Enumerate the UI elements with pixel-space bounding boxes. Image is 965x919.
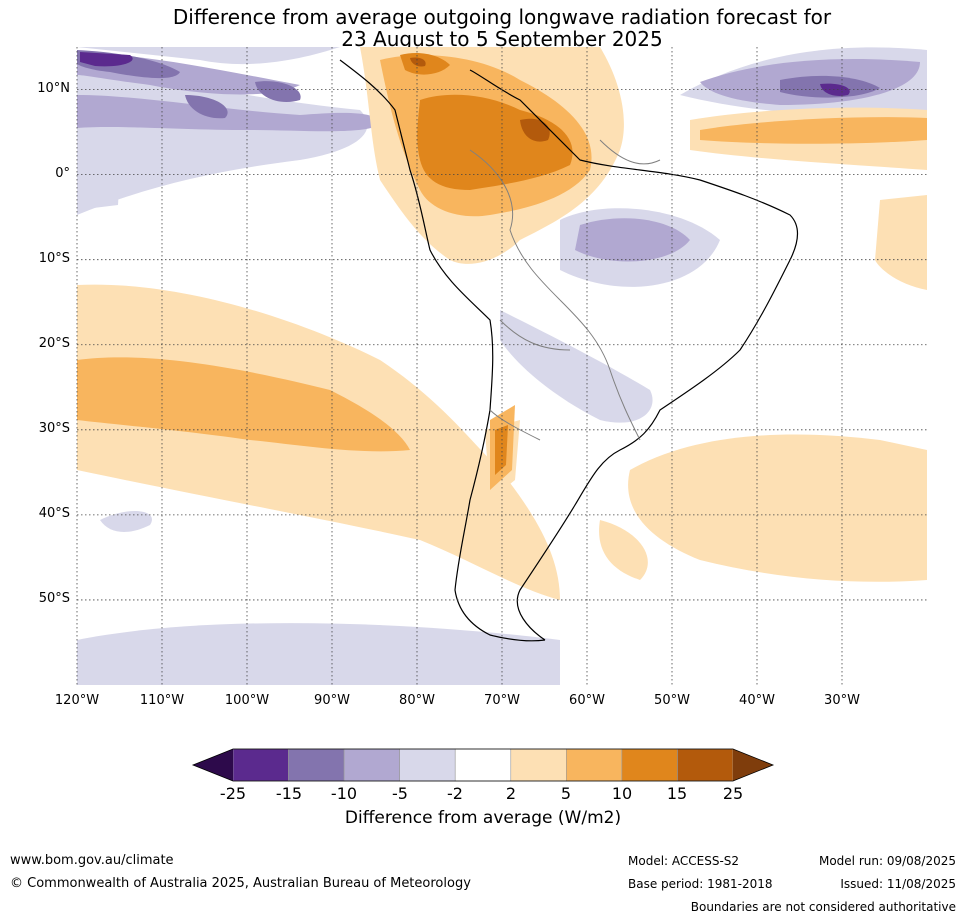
country-borders: [469, 139, 661, 441]
base-period-text: Base period: 1981-2018: [628, 877, 773, 891]
chart-title-line-1: Difference from average outgoing longwav…: [172, 5, 832, 29]
longitude-label: 100°W: [224, 693, 270, 708]
longitude-label: 40°W: [739, 693, 775, 708]
latitude-label: 10°N: [37, 80, 70, 96]
colorbar-tick-label: -2: [447, 784, 463, 803]
latitude-label: 20°S: [38, 335, 70, 351]
colorbar-tick-label: 2: [505, 784, 517, 803]
colorbar-bin: [566, 748, 623, 782]
coastline: [339, 59, 799, 642]
colorbar-tick-label: -25: [219, 784, 247, 803]
longitude-label: 60°W: [569, 693, 605, 708]
colorbar-bin: [232, 748, 289, 782]
anomaly-field: [77, 47, 927, 685]
disclaimer-text: Boundaries are not considered authoritat…: [690, 900, 956, 914]
colorbar: [191, 748, 775, 782]
latitude-label: 40°S: [38, 505, 70, 521]
gridlines: [76, 47, 927, 685]
colorbar-tick-label: -15: [275, 784, 303, 803]
colorbar-tick-label: 15: [666, 784, 688, 803]
copyright-text: © Commonwealth of Australia 2025, Austra…: [10, 876, 471, 891]
latitude-label: 50°S: [38, 590, 70, 606]
longitude-label: 110°W: [139, 693, 185, 708]
colorbar-label: Difference from average (W/m2): [344, 808, 622, 828]
longitude-label: 70°W: [484, 693, 520, 708]
latitude-label: 10°S: [38, 250, 70, 266]
colorbar-max-arrow: [733, 749, 773, 781]
colorbar-bin: [288, 748, 345, 782]
longitude-label: 50°W: [654, 693, 690, 708]
model-text: Model: ACCESS-S2: [628, 854, 740, 868]
colorbar-tick-label: 10: [611, 784, 633, 803]
longitude-label: 30°W: [824, 693, 860, 708]
colorbar-tick-label: -10: [330, 784, 358, 803]
colorbar-tick-label: -5: [392, 784, 408, 803]
colorbar-bin: [677, 748, 734, 782]
colorbar-tick-label: 5: [560, 784, 572, 803]
colorbar-bin: [454, 748, 512, 782]
latitude-label: 30°S: [38, 420, 70, 436]
colorbar-bin: [621, 748, 678, 782]
colorbar-tick-label: 25: [722, 784, 744, 803]
model-run-text: Model run: 09/08/2025: [818, 854, 956, 868]
website-link[interactable]: www.bom.gov.au/climate: [10, 853, 174, 868]
longitude-label: 90°W: [314, 693, 350, 708]
colorbar-bin: [510, 748, 567, 782]
colorbar-bin: [343, 748, 400, 782]
colorbar-min-arrow: [193, 749, 233, 781]
chart-title-line-2: 23 August to 5 September 2025: [341, 27, 663, 51]
colorbar-bin: [399, 748, 456, 782]
issued-text: Issued: 11/08/2025: [840, 877, 956, 891]
longitude-label: 120°W: [54, 693, 100, 708]
latitude-label: 0°: [55, 165, 70, 181]
colorbar-outline: [191, 748, 775, 782]
longitude-label: 80°W: [399, 693, 435, 708]
